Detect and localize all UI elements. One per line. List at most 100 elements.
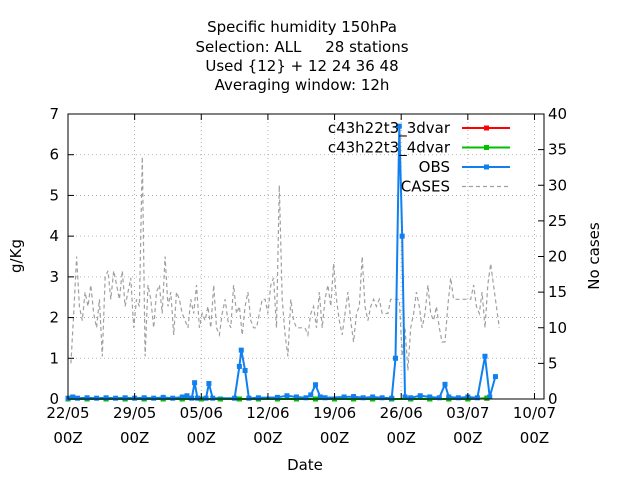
data-point — [232, 395, 238, 401]
data-point — [351, 394, 357, 400]
data-point — [360, 395, 366, 401]
cases-series — [70, 156, 500, 371]
data-point — [487, 394, 493, 400]
data-point — [317, 394, 323, 400]
legend-marker — [484, 145, 489, 150]
legend-marker — [484, 164, 489, 170]
y-axis-ticks: 0 1 2 3 4 5 6 7 — [49, 105, 74, 408]
data-point — [206, 381, 212, 387]
data-point — [482, 353, 488, 359]
data-point — [402, 394, 408, 400]
title-line-2: Selection: ALL 28 stations — [195, 38, 408, 56]
data-point — [179, 394, 185, 400]
data-point — [308, 392, 314, 398]
data-point — [103, 395, 109, 401]
data-point — [492, 374, 498, 380]
x-tick-date: 03/07 — [446, 404, 489, 422]
data-point — [170, 395, 176, 401]
legend-label: OBS — [419, 158, 450, 176]
data-point — [242, 368, 248, 373]
x-axis-label: Date — [287, 456, 323, 474]
data-point — [238, 347, 244, 353]
data-point — [427, 394, 433, 400]
grid — [68, 114, 544, 399]
data-point — [396, 123, 402, 129]
legend-label: c43h22t3_3dvar — [328, 119, 451, 138]
data-point — [84, 395, 90, 401]
y-axis-label: g/Kg — [7, 239, 25, 273]
data-point — [379, 395, 385, 401]
x-tick-date: 19/06 — [313, 404, 356, 422]
y2-axis-ticks: 0 5 10 15 20 25 30 35 40 — [538, 105, 567, 408]
data-point — [293, 394, 299, 400]
x-tick-date: 05/06 — [180, 404, 223, 422]
y2-tick-label: 40 — [548, 105, 567, 123]
data-point — [70, 394, 76, 400]
y2-tick-label: 35 — [548, 141, 567, 159]
data-point — [389, 395, 395, 401]
legend-label: CASES — [401, 178, 450, 196]
data-point — [417, 393, 423, 399]
y-tick-label: 6 — [49, 146, 59, 164]
data-point — [113, 395, 119, 401]
data-point — [94, 395, 100, 401]
data-point — [399, 233, 405, 239]
title-line-4: Averaging window: 12h — [215, 76, 390, 94]
data-point — [322, 395, 328, 401]
legend-label: c43h22t3_4dvar — [328, 139, 451, 158]
data-point — [274, 394, 280, 400]
x-tick-hour: 00Z — [120, 429, 149, 447]
data-point — [474, 395, 480, 401]
data-point — [303, 395, 309, 401]
data-point — [446, 394, 452, 400]
data-point — [408, 395, 414, 401]
data-point — [236, 363, 242, 369]
data-point — [141, 395, 147, 401]
data-point — [210, 395, 216, 401]
y2-tick-label: 15 — [548, 283, 567, 301]
x-tick-hour: 00Z — [453, 429, 482, 447]
y2-tick-label: 0 — [548, 390, 558, 408]
legend-marker — [484, 125, 489, 131]
data-point — [436, 395, 442, 401]
data-point — [484, 395, 490, 401]
data-point — [392, 355, 398, 361]
plot-frame — [67, 113, 545, 400]
x-tick-date: 22/05 — [46, 404, 89, 422]
x-tick-hour: 00Z — [520, 429, 549, 447]
data-point — [313, 382, 319, 388]
data-point — [122, 395, 128, 401]
y-tick-label: 3 — [49, 268, 59, 286]
chart-title: Specific humidity 150hPa Selection: ALL … — [195, 18, 408, 94]
data-point — [284, 393, 290, 399]
y2-axis-label: No cases — [585, 222, 603, 290]
data-point — [75, 395, 81, 401]
x-tick-hour: 00Z — [53, 429, 82, 447]
x-tick-date: 26/06 — [380, 404, 423, 422]
y-tick-label: 1 — [49, 349, 59, 367]
y-tick-label: 2 — [49, 309, 59, 327]
y-tick-label: 4 — [49, 227, 59, 245]
data-point — [189, 395, 195, 401]
x-tick-hour: 00Z — [253, 429, 282, 447]
data-point — [194, 395, 200, 401]
series-line-CASES — [70, 156, 500, 371]
data-point — [151, 395, 157, 401]
y-tick-label: 7 — [49, 105, 59, 123]
y2-tick-label: 30 — [548, 176, 567, 194]
data-point — [455, 395, 461, 401]
x-tick-hour: 00Z — [387, 429, 416, 447]
y2-tick-label: 5 — [548, 354, 558, 372]
x-tick-date: 12/06 — [246, 404, 289, 422]
x-tick-hour: 00Z — [320, 429, 349, 447]
title-line-1: Specific humidity 150hPa — [207, 18, 397, 36]
data-point — [203, 395, 209, 401]
data-point — [442, 381, 448, 387]
data-point — [370, 394, 376, 400]
x-tick-date: 10/07 — [513, 404, 556, 422]
data-point — [255, 395, 261, 401]
title-line-3: Used {12} + 12 24 36 48 — [205, 57, 398, 75]
x-tick-hour: 00Z — [187, 429, 216, 447]
